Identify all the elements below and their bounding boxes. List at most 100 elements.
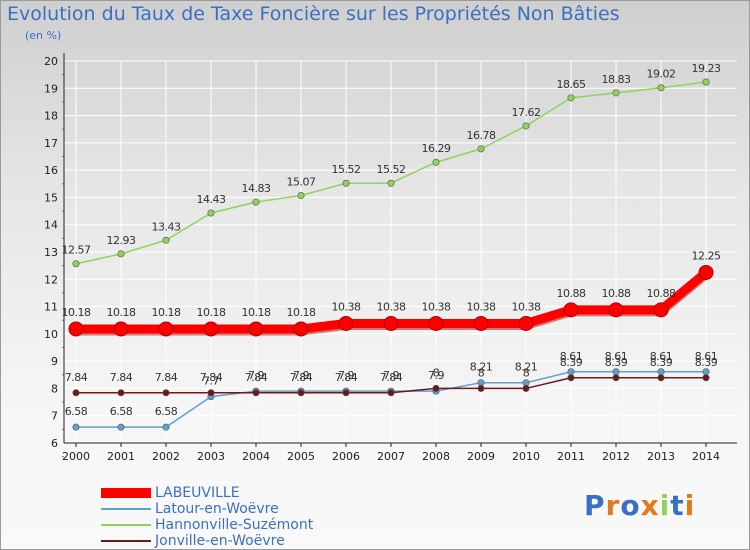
data-point [432, 384, 440, 392]
data-point [248, 321, 264, 337]
data-point [68, 321, 84, 337]
x-tick-label: 2003 [197, 450, 225, 463]
logo-letter: x [640, 489, 660, 522]
y-tick-label: 14 [44, 219, 58, 232]
proxiti-logo: Proxiti [584, 489, 695, 522]
x-tick-label: 2000 [62, 450, 90, 463]
data-label: 6.58 [65, 405, 88, 418]
x-tick-label: 2008 [422, 450, 450, 463]
data-label: 7.9 [293, 369, 309, 382]
data-label: 8 [478, 366, 485, 379]
data-label: 16.29 [422, 142, 451, 155]
y-tick-label: 19 [44, 82, 58, 95]
data-point [297, 192, 305, 200]
y-tick-label: 13 [44, 246, 58, 259]
data-label: 8.39 [605, 356, 628, 369]
y-tick-label: 11 [44, 301, 58, 314]
data-point [158, 321, 174, 337]
legend-label: Latour-en-Woëvre [155, 501, 279, 517]
y-tick-label: 6 [51, 437, 58, 450]
data-point [117, 389, 125, 397]
legend-label: Jonville-en-Woëvre [155, 533, 285, 549]
data-label: 12.93 [107, 234, 136, 247]
data-label: 19.02 [647, 68, 676, 81]
data-point [293, 321, 309, 337]
data-label: 12.25 [692, 249, 721, 262]
data-label: 8.21 [470, 361, 493, 374]
axes: 6 7 8 9 10 11 12 13 14 15 16 17 18 19 20 2000 2001 2002 20… [44, 53, 737, 463]
data-label: 10.18 [62, 306, 91, 319]
data-point [207, 389, 215, 397]
data-point [612, 368, 620, 376]
data-label: 10.18 [107, 306, 136, 319]
data-point [612, 374, 620, 382]
data-point [567, 368, 575, 376]
data-label: 8.61 [560, 350, 583, 363]
data-point [653, 302, 669, 318]
data-label: 14.83 [242, 182, 271, 195]
data-point [162, 236, 170, 244]
logo-letter: r [605, 489, 621, 522]
data-label: 10.38 [422, 300, 451, 313]
data-label: 10.38 [377, 300, 406, 313]
data-label: 7.7 [203, 375, 219, 388]
y-tick-label: 10 [44, 328, 58, 341]
data-label: 17.62 [512, 106, 541, 119]
y-tick-label: 7 [51, 410, 58, 423]
x-tick-label: 2004 [242, 450, 270, 463]
data-label: 10.38 [512, 300, 541, 313]
data-label: 7.84 [65, 371, 88, 384]
data-point [113, 321, 129, 337]
data-point [342, 389, 350, 397]
legend-label: Hannonville-Suzémont [155, 517, 314, 533]
data-label: 8.21 [515, 361, 538, 374]
data-point [702, 78, 710, 86]
x-tick-label: 2010 [512, 450, 540, 463]
x-tick-label: 2001 [107, 450, 135, 463]
data-point [252, 389, 260, 397]
data-point [518, 315, 534, 331]
x-tick-label: 2002 [152, 450, 180, 463]
data-label: 7.9 [338, 369, 354, 382]
data-point [342, 179, 350, 187]
data-point [72, 260, 80, 268]
y-tick-label: 18 [44, 110, 58, 123]
y-tick-label: 17 [44, 137, 58, 150]
x-tick-label: 2011 [557, 450, 585, 463]
data-point [477, 145, 485, 153]
y-tick-label: 9 [51, 355, 58, 368]
y-unit-label: (en %) [25, 29, 62, 42]
data-point [567, 94, 575, 102]
data-label: 8.61 [650, 350, 673, 363]
data-point [567, 374, 575, 382]
data-label: 15.52 [377, 163, 406, 176]
data-point [383, 315, 399, 331]
data-point [657, 374, 665, 382]
data-label: 10.88 [647, 287, 676, 300]
y-tick-label: 20 [44, 55, 58, 68]
data-label: 18.83 [602, 73, 631, 86]
data-label: 10.88 [602, 287, 631, 300]
series [68, 78, 714, 431]
data-label: 7.84 [380, 371, 403, 384]
data-point [72, 423, 80, 431]
chart-title: Evolution du Taux de Taxe Foncière sur l… [7, 3, 620, 25]
data-point [162, 389, 170, 397]
data-label: 8.39 [695, 356, 718, 369]
data-label: 8.39 [560, 356, 583, 369]
data-label: 7.9 [383, 369, 399, 382]
data-point [428, 315, 444, 331]
legend-swatch [101, 508, 151, 510]
y-tick-label: 16 [44, 164, 58, 177]
data-point [477, 384, 485, 392]
data-point [387, 389, 395, 397]
data-point [297, 389, 305, 397]
data-point [117, 423, 125, 431]
x-tick-label: 2009 [467, 450, 495, 463]
data-point [338, 315, 354, 331]
data-label: 7.84 [245, 371, 268, 384]
data-point [207, 209, 215, 217]
x-tick-label: 2005 [287, 450, 315, 463]
data-label: 7.9 [248, 369, 264, 382]
